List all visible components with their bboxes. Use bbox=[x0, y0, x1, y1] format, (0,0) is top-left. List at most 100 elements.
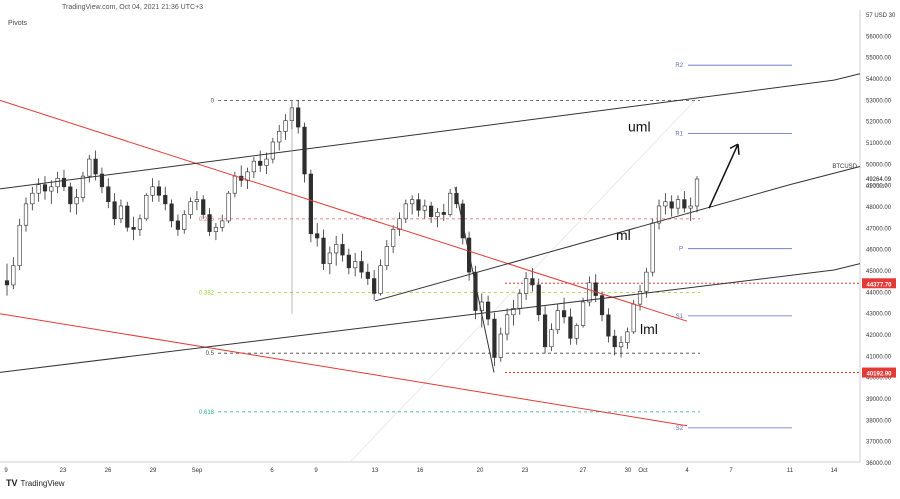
candle-body bbox=[542, 314, 548, 348]
time-tick-label: 16 bbox=[417, 468, 424, 474]
candle-body bbox=[441, 212, 446, 215]
candle-body bbox=[669, 201, 674, 209]
price-tick-label: 52000.00 bbox=[866, 120, 892, 126]
candle-body bbox=[23, 203, 29, 226]
price-tick-label: 42000.00 bbox=[866, 333, 892, 339]
candle-body bbox=[150, 186, 155, 196]
candle-body bbox=[258, 160, 263, 166]
candle-body bbox=[517, 293, 522, 309]
fib-level-label: 0.618 bbox=[199, 410, 215, 416]
candle-body bbox=[11, 265, 16, 286]
candle-body bbox=[599, 295, 605, 316]
trendline bbox=[0, 79, 835, 190]
price-tick-label: 45000.00 bbox=[866, 269, 892, 275]
candle-body bbox=[125, 205, 130, 228]
candle-body bbox=[188, 201, 193, 215]
time-tick-label: 13 bbox=[372, 468, 379, 474]
arrow-shaft bbox=[708, 143, 739, 209]
time-tick-label: 7 bbox=[729, 468, 733, 474]
pivot-label: S1 bbox=[676, 314, 684, 320]
candle-body bbox=[182, 214, 187, 230]
candle-body bbox=[99, 173, 105, 188]
time-tick-label: 9 bbox=[314, 468, 318, 474]
price-tick-label: 51000.00 bbox=[866, 141, 892, 147]
candle-body bbox=[346, 254, 351, 269]
candle-body bbox=[618, 342, 624, 348]
candle-body bbox=[504, 314, 510, 335]
candle-body bbox=[587, 282, 592, 303]
annotation-label: lml bbox=[640, 321, 658, 337]
trendline bbox=[0, 99, 688, 322]
candle-body bbox=[460, 203, 465, 239]
price-tick-label: 53000.00 bbox=[866, 98, 892, 104]
candle-body bbox=[391, 229, 396, 247]
lml-extension bbox=[833, 263, 861, 271]
countdown-label: 01:23:07 bbox=[866, 184, 887, 190]
candle-body bbox=[372, 278, 377, 294]
price-tick-label: 48000.00 bbox=[866, 205, 892, 211]
pivot-label: R2 bbox=[675, 63, 683, 69]
fib-level-label: 0 bbox=[211, 98, 215, 104]
candle-body bbox=[277, 131, 282, 143]
candle-body bbox=[251, 160, 256, 173]
annotation-label: ml bbox=[616, 227, 631, 243]
time-tick-label: 23 bbox=[522, 468, 529, 474]
candle-body bbox=[112, 201, 117, 220]
candle-body bbox=[448, 192, 453, 215]
candle-body bbox=[226, 192, 231, 222]
candle-body bbox=[530, 278, 535, 286]
candle-body bbox=[42, 184, 48, 192]
candle-body bbox=[213, 227, 218, 232]
price-tick-label: 47000.00 bbox=[866, 226, 892, 232]
candle-body bbox=[169, 203, 174, 222]
candle-body bbox=[580, 301, 586, 326]
candle-body bbox=[327, 252, 332, 264]
time-tick-label: 4 bbox=[685, 468, 689, 474]
candle-body bbox=[353, 261, 358, 269]
price-mark-label: 44377.70 bbox=[866, 282, 892, 288]
candle-body bbox=[410, 199, 415, 205]
candle-body bbox=[644, 271, 649, 292]
symbol-label: BTCUSD bbox=[832, 164, 857, 170]
candle-body bbox=[93, 158, 98, 175]
pitchfork-handle bbox=[454, 186, 495, 373]
candle-body bbox=[264, 158, 269, 166]
trendline bbox=[0, 269, 835, 373]
candle-body bbox=[201, 199, 206, 215]
price-tick-label: 55000.00 bbox=[866, 56, 892, 62]
candle-body bbox=[663, 201, 668, 207]
last-price-label: 49264.09 bbox=[866, 177, 892, 183]
price-tick-label: 49000.00 bbox=[866, 184, 892, 190]
arrow-head-icon bbox=[729, 143, 740, 155]
time-tick-label: 11 bbox=[787, 468, 794, 474]
price-tick-label: 57 USD 30 bbox=[866, 13, 896, 19]
price-tick-label: 36000.00 bbox=[866, 461, 892, 467]
candle-body bbox=[675, 199, 681, 209]
candle-body bbox=[435, 212, 440, 217]
price-mark-box bbox=[862, 367, 896, 378]
price-tick-label: 44000.00 bbox=[866, 290, 892, 296]
candle-body bbox=[315, 233, 320, 239]
candle-body bbox=[308, 173, 313, 235]
ml-extension bbox=[789, 166, 861, 186]
candle-body bbox=[68, 186, 73, 205]
pivot-label: P bbox=[679, 247, 683, 253]
candle-body bbox=[55, 177, 60, 188]
time-tick-label: 30 bbox=[625, 468, 632, 474]
candle-body bbox=[561, 310, 567, 318]
candle-body bbox=[682, 199, 687, 209]
candle-body bbox=[429, 205, 434, 217]
candle-body bbox=[637, 291, 643, 305]
candle-body bbox=[74, 197, 79, 205]
candle-body bbox=[302, 126, 307, 175]
indicator-label: Pivots bbox=[8, 20, 28, 27]
price-tick-label: 54000.00 bbox=[866, 77, 892, 83]
fib-level-label: 0.236 bbox=[199, 217, 215, 223]
time-tick-label: 27 bbox=[580, 468, 587, 474]
pivot-label: R1 bbox=[675, 131, 683, 137]
time-tick-label: 6 bbox=[270, 468, 274, 474]
candle-body bbox=[568, 316, 573, 339]
price-tick-label: 41000.00 bbox=[866, 354, 892, 360]
candle-body bbox=[80, 175, 86, 198]
